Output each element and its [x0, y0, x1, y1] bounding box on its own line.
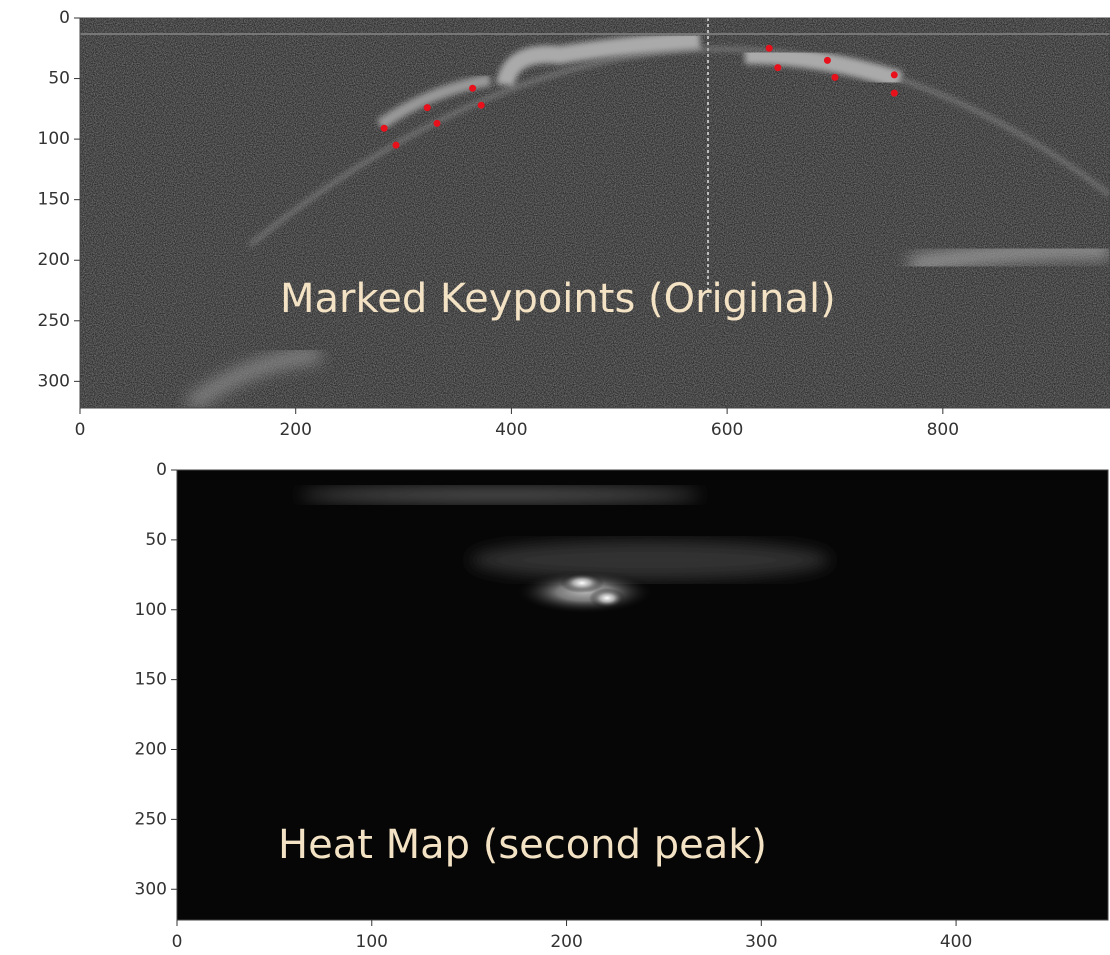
x-tick-label: 200: [550, 932, 582, 952]
y-tick-label: 250: [38, 311, 70, 331]
x-tick-label: 600: [711, 420, 743, 440]
x-tick-label: 300: [745, 932, 777, 952]
y-tick-label: 300: [135, 879, 167, 899]
y-tick-label: 250: [135, 809, 167, 829]
y-tick-label: 200: [38, 250, 70, 270]
heatmap-image: [177, 470, 1108, 920]
annotation: Marked Keypoints (Original): [280, 276, 836, 322]
x-tick-label: 400: [495, 420, 527, 440]
x-tick-label: 0: [172, 932, 183, 952]
plot-frame: [79, 17, 1110, 409]
y-tick-label: 0: [156, 460, 167, 480]
keypoint: [433, 119, 441, 127]
keypoint: [765, 44, 773, 52]
plot-frame: [176, 469, 1109, 921]
y-tick-label: 300: [38, 371, 70, 391]
x-tick-label: 0: [75, 420, 86, 440]
keypoint: [831, 73, 839, 81]
keypoint: [477, 101, 485, 109]
y-tick-label: 200: [135, 740, 167, 760]
y-tick-label: 0: [59, 8, 70, 28]
keypoint: [392, 141, 400, 149]
x-tick-label: 400: [940, 932, 972, 952]
keypoint: [890, 71, 898, 79]
x-tick-label: 800: [927, 420, 959, 440]
keypoint: [823, 56, 831, 64]
x-tick-label: 200: [279, 420, 311, 440]
y-tick-label: 50: [145, 530, 167, 550]
annotation: Heat Map (second peak): [278, 822, 767, 868]
y-tick-label: 150: [135, 670, 167, 690]
x-tick-label: 100: [356, 932, 388, 952]
y-tick-label: 50: [48, 69, 70, 89]
keypoint: [380, 124, 388, 132]
oct-image: [80, 18, 1110, 408]
y-tick-label: 100: [38, 129, 70, 149]
y-tick-label: 100: [135, 600, 167, 620]
y-tick-label: 150: [38, 190, 70, 210]
keypoint: [774, 64, 782, 72]
keypoint: [890, 89, 898, 97]
keypoint: [423, 104, 431, 112]
keypoint: [469, 84, 477, 92]
